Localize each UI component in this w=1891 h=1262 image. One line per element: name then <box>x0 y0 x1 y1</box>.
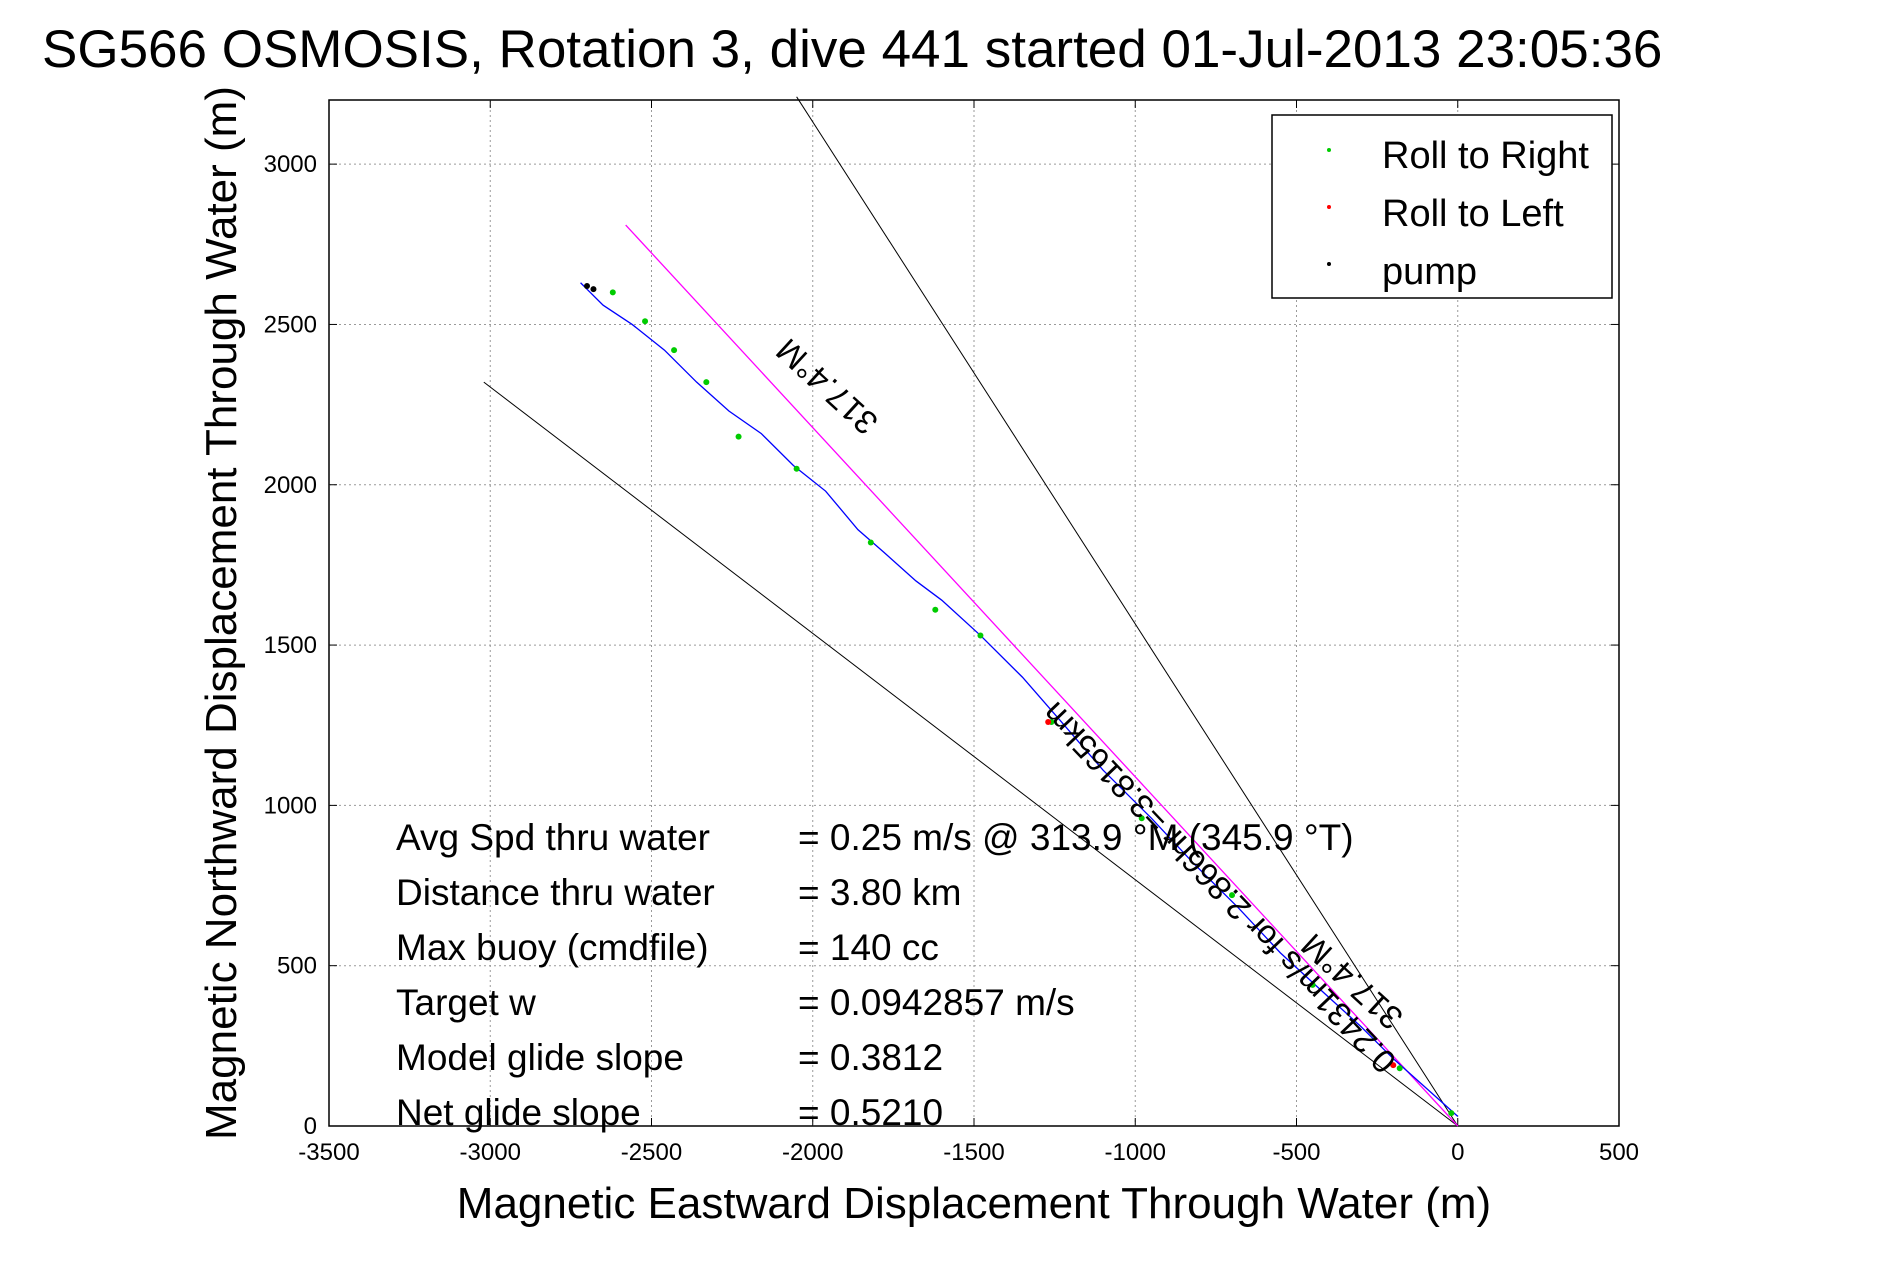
x-tick-label: -500 <box>1272 1139 1320 1166</box>
roll-left-point <box>1045 719 1052 726</box>
legend-label-roll-left: Roll to Left <box>1382 193 1564 235</box>
y-tick-label: 2000 <box>264 472 317 499</box>
x-axis-ticks: -3500 -3000 -2500 -2000 -1500 -1000 -500 0 500 <box>298 100 1639 1166</box>
y-axis-ticks: 0 500 1000 1500 2000 2500 3000 <box>264 151 1619 1140</box>
roll-right-point <box>1229 892 1235 899</box>
x-tick-label: -1500 <box>943 1139 1004 1166</box>
legend-label-pump: pump <box>1382 251 1477 293</box>
roll-right-point <box>1396 1065 1403 1072</box>
legend-marker-roll-left <box>1327 205 1331 209</box>
roll-right-point <box>977 632 984 639</box>
roll-left-point <box>1390 1062 1397 1069</box>
y-tick-label: 1000 <box>264 792 317 819</box>
stat-label: Net glide slope <box>396 1092 641 1133</box>
pump-point <box>590 286 597 293</box>
grid-lines <box>329 100 1619 1126</box>
roll-right-point <box>932 606 939 613</box>
stat-value: = 0.0942857 m/s <box>798 982 1075 1023</box>
y-tick-label: 2500 <box>264 311 317 338</box>
chart-title: SG566 OSMOSIS, Rotation 3, dive 441 star… <box>42 20 1662 79</box>
roll-right-point <box>609 289 616 296</box>
y-tick-label: 500 <box>277 953 317 980</box>
stat-label: Max buoy (cmdfile) <box>396 927 709 968</box>
x-tick-label: -2000 <box>782 1139 843 1166</box>
roll-right-point <box>867 539 874 546</box>
stat-value: = 0.5210 <box>798 1092 943 1133</box>
roll-right-point <box>671 347 678 354</box>
roll-right-point <box>642 318 649 325</box>
pump-point <box>584 282 590 289</box>
series-points <box>584 282 1455 1117</box>
y-axis-label: Magnetic Northward Displacement Through … <box>197 86 246 1140</box>
y-tick-label: 0 <box>304 1113 317 1140</box>
legend: Roll to Right Roll to Left pump <box>1271 114 1613 299</box>
stat-label: Target w <box>396 982 536 1023</box>
heading-bound-line <box>796 96 1459 1127</box>
stat-label: Avg Spd thru water <box>396 817 710 858</box>
stat-label: Model glide slope <box>396 1037 684 1078</box>
x-tick-label: -2500 <box>621 1139 682 1166</box>
roll-right-point <box>1309 981 1316 988</box>
legend-marker-roll-right <box>1327 148 1331 152</box>
roll-right-point <box>1448 1110 1455 1117</box>
roll-right-point <box>703 379 710 386</box>
stats-annotation: Avg Spd thru water = 0.25 m/s @ 313.9 °M … <box>396 817 1354 1133</box>
heading-bound-line <box>483 381 1459 1127</box>
x-tick-label: -3000 <box>460 1139 521 1166</box>
x-tick-label: -3500 <box>298 1139 359 1166</box>
legend-label-roll-right: Roll to Right <box>1382 135 1589 177</box>
x-tick-label: -1000 <box>1105 1139 1166 1166</box>
roll-right-point <box>735 433 742 440</box>
stat-value: = 0.25 m/s @ 313.9 °M (345.9 °T) <box>798 817 1354 858</box>
heading-line <box>625 224 1459 1127</box>
x-axis-label: Magnetic Eastward Displacement Through W… <box>457 1179 1491 1228</box>
series-lines <box>483 96 1459 1127</box>
roll-right-point <box>793 465 800 472</box>
roll-right-point <box>1138 815 1145 822</box>
x-tick-label: 0 <box>1451 1139 1464 1166</box>
stat-value: = 140 cc <box>798 927 939 968</box>
y-tick-label: 1500 <box>264 632 317 659</box>
stat-value: = 0.3812 <box>798 1037 943 1078</box>
track-line <box>580 282 1459 1117</box>
y-tick-label: 3000 <box>264 151 317 178</box>
stat-label: Distance thru water <box>396 872 715 913</box>
legend-marker-pump <box>1327 262 1331 266</box>
stat-value: = 3.80 km <box>798 872 962 913</box>
x-tick-label: 500 <box>1599 1139 1639 1166</box>
